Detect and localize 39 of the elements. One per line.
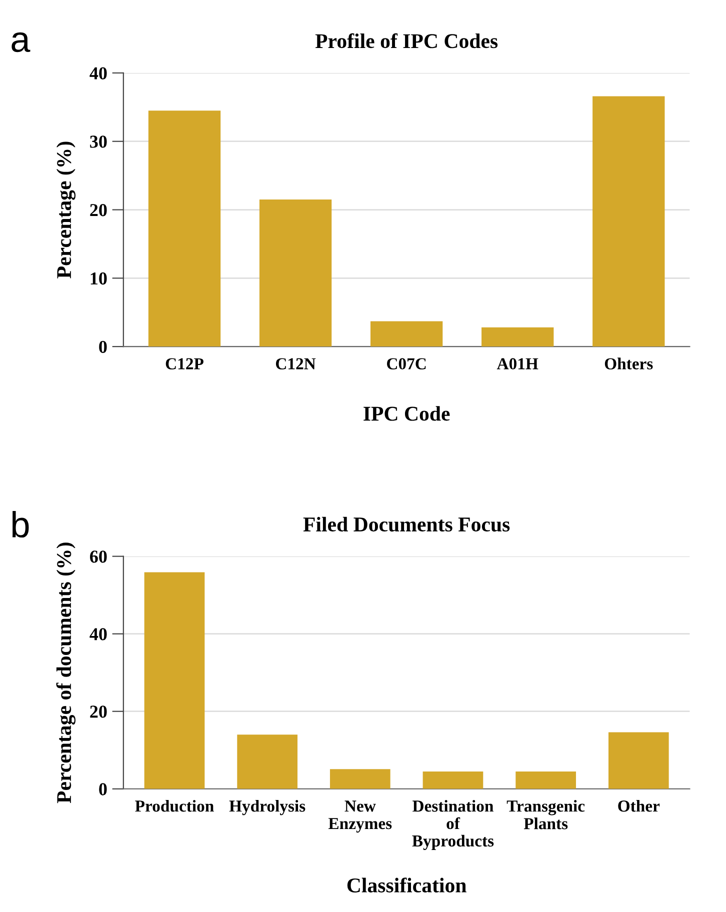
x-tick-label: C07C: [387, 358, 426, 370]
chart-title: Filed Documents Focus: [303, 516, 510, 532]
bar: [330, 769, 390, 789]
bar: [592, 96, 665, 347]
bar: [237, 734, 298, 789]
bar: [370, 321, 443, 347]
text: a: [12, 32, 30, 52]
x-tick-label: Ohters: [604, 358, 653, 370]
bar: [144, 572, 205, 789]
bar: [148, 110, 221, 347]
x-tick-label: Other: [618, 800, 660, 812]
y-tick-label: 30: [90, 136, 107, 148]
x-tick-label: Destination of Byproducts: [412, 800, 494, 850]
x-axis-title: IPC Code: [364, 406, 450, 421]
y-tick-label: 60: [90, 550, 107, 563]
y-tick-label: 0: [99, 783, 107, 796]
y-tick-label: 10: [90, 272, 107, 285]
x-tick-label: C12N: [276, 358, 316, 370]
x-tick-label: New Enzymes: [328, 800, 392, 833]
bar: [482, 327, 554, 347]
y-tick-label: 0: [99, 340, 107, 353]
bar: [259, 200, 332, 347]
bar: [422, 771, 484, 789]
x-tick-label: C12P: [166, 358, 204, 370]
y-axis-title: Percentage (%): [56, 142, 76, 278]
y-tick-label: 40: [90, 628, 107, 640]
text: b: [12, 511, 29, 538]
x-tick-label: Hydrolysis: [229, 800, 306, 816]
x-tick-label: A01H: [496, 358, 538, 370]
bar: [516, 771, 576, 789]
y-tick-label: 40: [90, 67, 107, 80]
bar: [608, 732, 669, 789]
x-tick-label: Production: [135, 800, 214, 812]
y-tick-label: 20: [90, 204, 107, 216]
y-tick-label: 20: [90, 706, 107, 718]
y-axis-title: Percentage of documents (%): [56, 542, 76, 804]
x-axis-title: Classification: [347, 878, 466, 892]
x-tick-label: Transgenic Plants: [506, 800, 585, 830]
chart-title: Profile of IPC Codes: [315, 33, 498, 48]
